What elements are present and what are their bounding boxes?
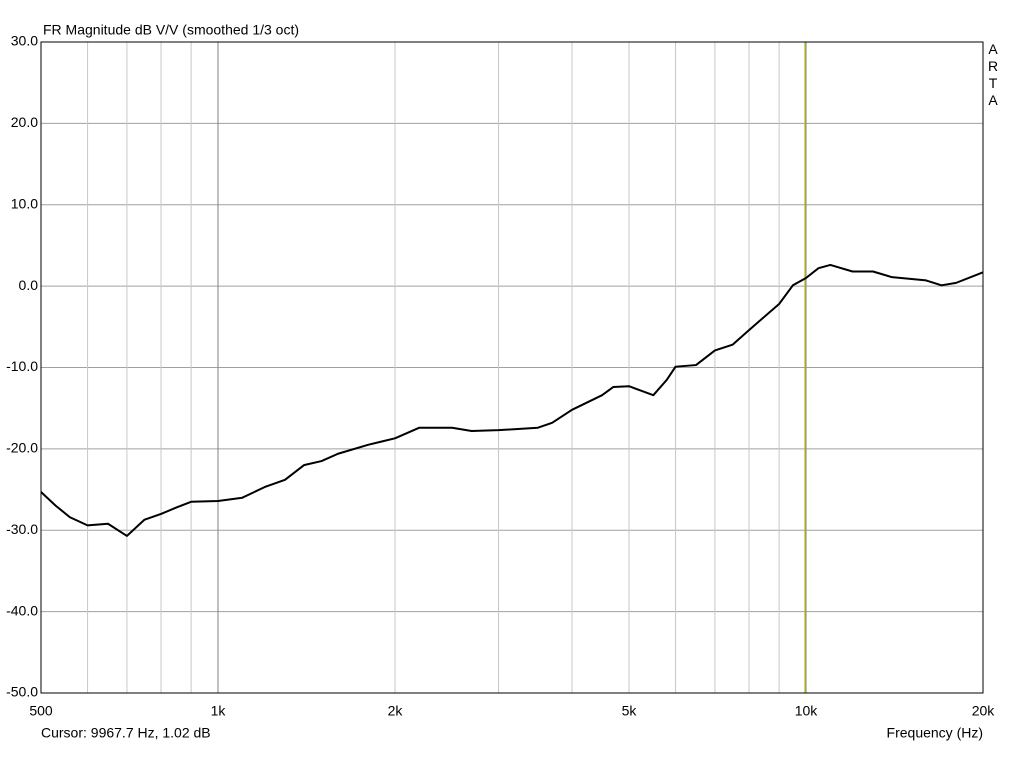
cursor-readout: Cursor: 9967.7 Hz, 1.02 dB: [41, 725, 211, 741]
x-tick-label: 2k: [388, 703, 404, 719]
x-tick-label: 1k: [211, 703, 227, 719]
y-tick-label: -10.0: [6, 358, 38, 374]
y-tick-label: 0.0: [19, 277, 39, 293]
x-tick-label: 500: [29, 703, 53, 719]
y-tick-label: -40.0: [6, 602, 38, 618]
x-tick-label: 5k: [622, 703, 638, 719]
y-tick-label: -50.0: [6, 684, 38, 700]
y-tick-label: 20.0: [11, 114, 38, 130]
y-tick-label: -30.0: [6, 521, 38, 537]
x-tick-label: 10k: [795, 703, 819, 719]
plot-frame: [40, 41, 984, 694]
y-tick-label: 10.0: [11, 195, 38, 211]
data-line: [40, 263, 984, 537]
x-axis-label: Frequency (Hz): [887, 725, 983, 741]
x-tick-label: 20k: [972, 703, 996, 719]
chart-title: FR Magnitude dB V/V (smoothed 1/3 oct): [43, 22, 299, 38]
y-tick-label: -20.0: [6, 440, 38, 456]
y-tick-label: 30.0: [11, 33, 38, 49]
